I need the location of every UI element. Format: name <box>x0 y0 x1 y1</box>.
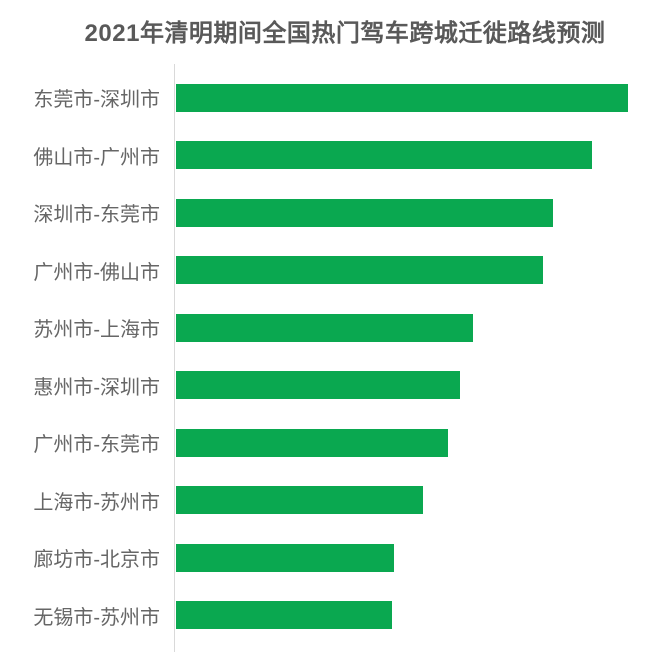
bar-row: 深圳市-东莞市 <box>0 184 646 242</box>
bar-row: 上海市-苏州市 <box>0 472 646 530</box>
bar-row: 惠州市-深圳市 <box>0 357 646 415</box>
bar-row: 佛山市-广州市 <box>0 127 646 185</box>
migration-routes-bar-chart: 2021年清明期间全国热门驾车跨城迁徙路线预测 东莞市-深圳市 佛山市-广州市 … <box>0 20 646 652</box>
category-label: 上海市-苏州市 <box>33 491 160 514</box>
bar-rows: 东莞市-深圳市 佛山市-广州市 深圳市-东莞市 广州市-佛山市 苏州市-上海市 … <box>0 64 646 644</box>
bar-row: 苏州市-上海市 <box>0 299 646 357</box>
chart-title: 2021年清明期间全国热门驾车跨城迁徙路线预测 <box>84 20 606 47</box>
category-label: 苏州市-上海市 <box>33 319 160 342</box>
category-label: 广州市-东莞市 <box>33 434 160 457</box>
bar <box>176 83 628 112</box>
bar-row: 广州市-佛山市 <box>0 242 646 300</box>
bar <box>176 313 473 342</box>
y-axis-line <box>174 64 175 652</box>
category-label: 广州市-佛山市 <box>33 261 160 284</box>
bar <box>176 141 592 170</box>
bar <box>176 543 394 572</box>
category-label: 惠州市-深圳市 <box>33 376 160 399</box>
bar <box>176 486 423 515</box>
category-label: 东莞市-深圳市 <box>33 89 160 112</box>
category-label: 无锡市-苏州市 <box>33 606 160 629</box>
bar <box>176 256 543 285</box>
category-label: 深圳市-东莞市 <box>33 204 160 227</box>
category-label: 廊坊市-北京市 <box>33 549 160 572</box>
bar-row: 东莞市-深圳市 <box>0 69 646 127</box>
category-label: 佛山市-广州市 <box>33 146 160 169</box>
bar <box>176 371 460 400</box>
bar <box>176 198 553 227</box>
plot-area: 东莞市-深圳市 佛山市-广州市 深圳市-东莞市 广州市-佛山市 苏州市-上海市 … <box>0 64 646 652</box>
bar-row: 无锡市-苏州市 <box>0 587 646 645</box>
bar-row: 广州市-东莞市 <box>0 414 646 472</box>
bar <box>176 428 448 457</box>
bar <box>176 601 392 630</box>
bar-row: 廊坊市-北京市 <box>0 529 646 587</box>
